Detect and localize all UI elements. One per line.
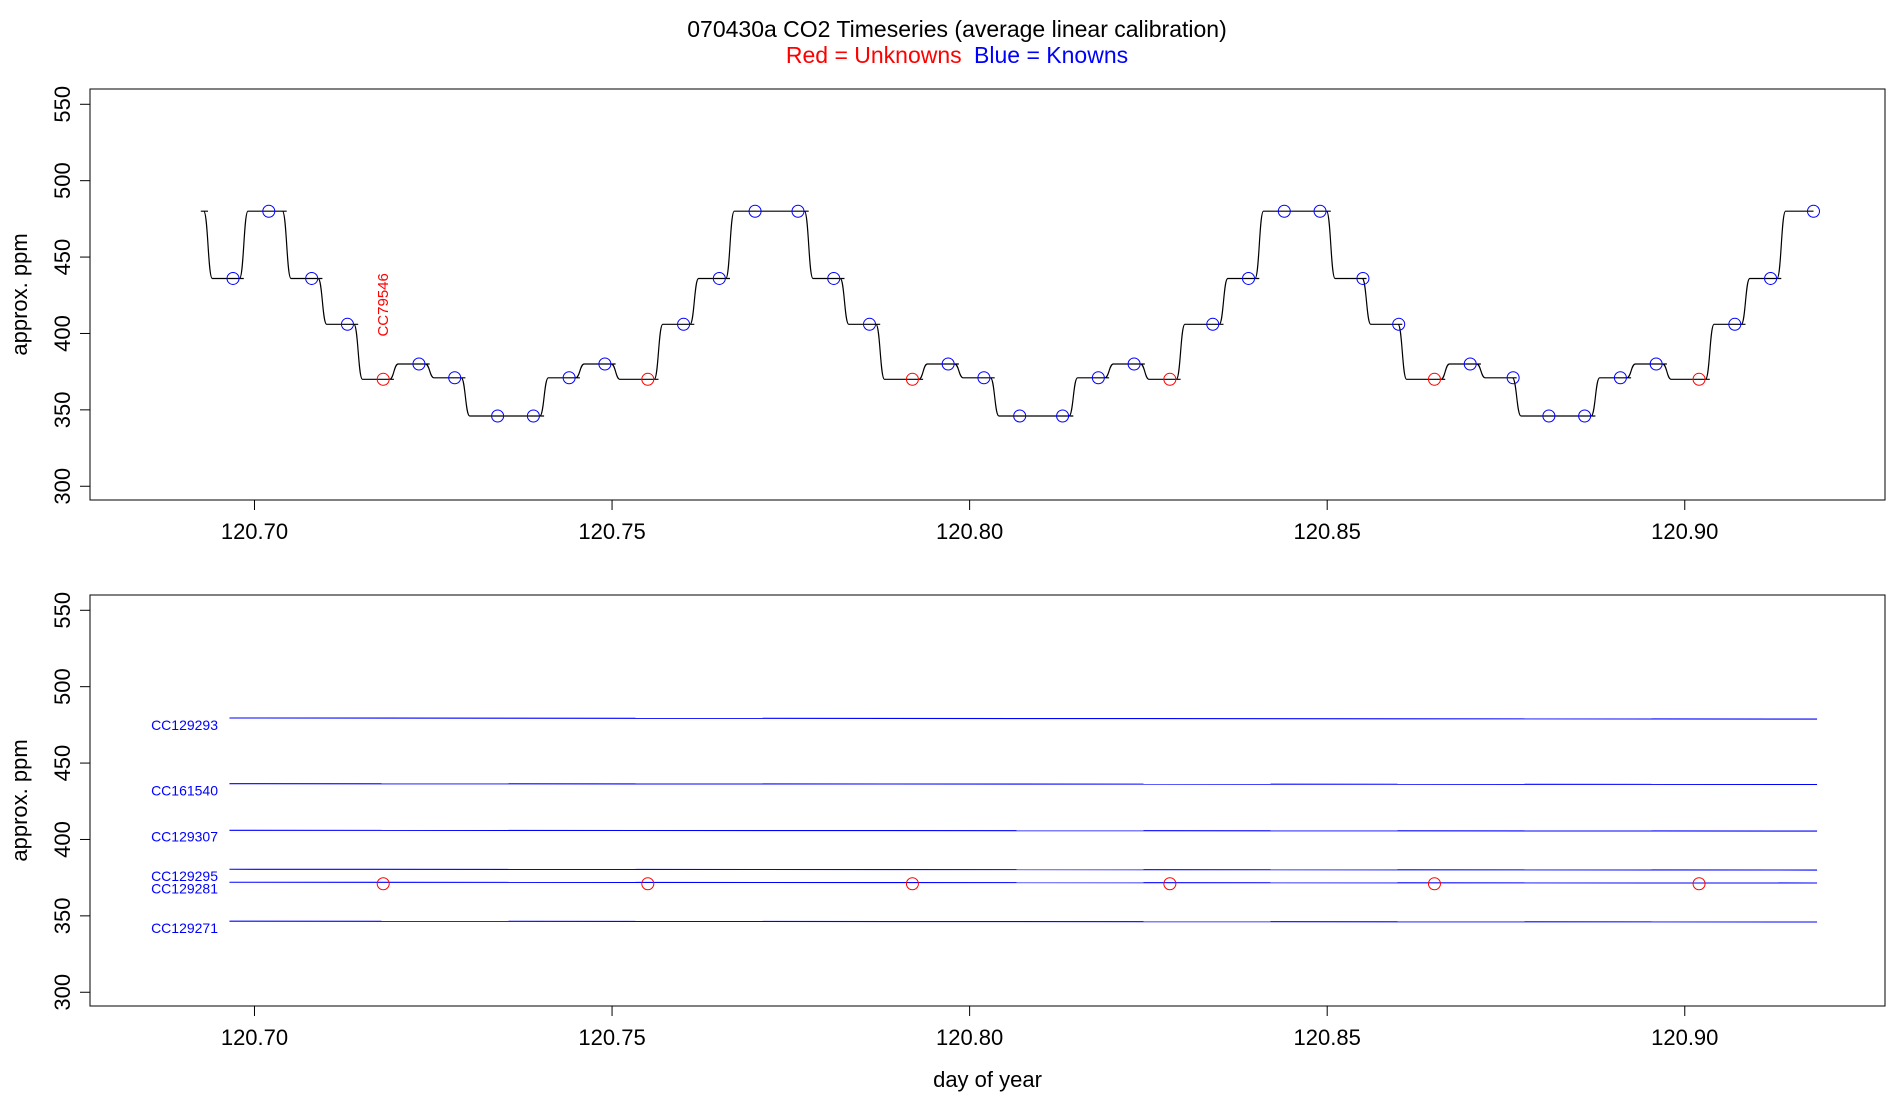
- known-point: [262, 204, 276, 218]
- standard-label-cc161540: CC161540: [151, 783, 218, 799]
- known-point: [562, 371, 576, 385]
- unknown-point: [1163, 877, 1177, 891]
- x-tick-label: 120.85: [1294, 519, 1361, 544]
- y-tick-label: 400: [50, 821, 75, 858]
- known-point: [827, 271, 841, 285]
- known-point: [1728, 317, 1742, 331]
- plot-frame: [89, 594, 1886, 1007]
- unknown-point: [1692, 877, 1706, 891]
- known-point: [598, 357, 612, 371]
- standard-label-cc129307: CC129307: [151, 828, 218, 844]
- known-point: [1356, 271, 1370, 285]
- known-point: [1806, 204, 1820, 218]
- known-point: [1091, 371, 1105, 385]
- top-timeseries-panel: 120.70 120.75 120.80 120.85 120.90 300 350 400 4…: [7, 86, 1886, 544]
- known-point: [305, 271, 319, 285]
- x-tick-label: 120.80: [936, 1025, 1003, 1050]
- known-point: [226, 271, 240, 285]
- y-tick-label: 450: [50, 239, 75, 276]
- known-point: [1578, 409, 1592, 423]
- standard-line-cc129295: [229, 868, 1818, 871]
- unknown-point: [1163, 372, 1177, 386]
- unknown-point: [641, 877, 655, 891]
- y-tick-label: 400: [50, 315, 75, 352]
- chart-title: 070430a CO2 Timeseries (average linear c…: [687, 16, 1227, 42]
- standard-line-cc129293: [229, 717, 1818, 720]
- x-tick-label: 120.70: [221, 1025, 288, 1050]
- legend-unknowns-label: Red = Unknowns: [786, 42, 962, 68]
- known-point: [1242, 271, 1256, 285]
- unknown-point: [376, 372, 390, 386]
- known-point: [1392, 317, 1406, 331]
- y-tick-label: 350: [50, 391, 75, 428]
- known-point: [412, 357, 426, 371]
- x-tick-label: 120.70: [221, 519, 288, 544]
- standard-line-cc129307: [229, 829, 1818, 832]
- standard-label-cc129271: CC129271: [151, 920, 218, 936]
- known-point: [526, 409, 540, 423]
- known-point: [1127, 357, 1141, 371]
- known-point: [448, 371, 462, 385]
- legend: Red = Unknowns Blue = Knowns: [786, 42, 1128, 68]
- standard-label-cc129295: CC129295: [151, 868, 218, 884]
- unknown-point: [641, 372, 655, 386]
- unknown-point: [905, 877, 919, 891]
- known-point: [941, 357, 955, 371]
- known-point: [491, 409, 505, 423]
- x-tick-label: 120.90: [1651, 1025, 1718, 1050]
- known-point: [1206, 317, 1220, 331]
- known-point: [1613, 371, 1627, 385]
- y-tick-label: 350: [50, 897, 75, 934]
- y-axis-label: approx. ppm: [7, 233, 32, 355]
- x-tick-label: 120.75: [578, 1025, 645, 1050]
- y-tick-label: 450: [50, 745, 75, 782]
- y-tick-label: 300: [50, 974, 75, 1011]
- x-tick-label: 120.80: [936, 519, 1003, 544]
- bottom-calibration-panel: 120.70 120.75 120.80 120.85 120.90 300 350 400 4…: [7, 592, 1886, 1092]
- known-point: [1463, 357, 1477, 371]
- y-axis-label: approx. ppm: [7, 739, 32, 861]
- y-tick-label: 500: [50, 668, 75, 705]
- co2-trace-line: [200, 210, 1814, 417]
- unknown-point: [1692, 372, 1706, 386]
- plot-frame: [89, 88, 1886, 501]
- known-point: [1277, 204, 1291, 218]
- unknown-point: [1427, 372, 1441, 386]
- standard-line-cc129271: [229, 920, 1818, 923]
- unknown-annotation-label: CC79546: [375, 273, 392, 336]
- known-point: [1313, 204, 1327, 218]
- standard-label-cc129281: CC129281: [151, 880, 218, 896]
- legend-knowns-label: Blue = Knowns: [974, 42, 1128, 68]
- standard-line-cc161540: [229, 783, 1818, 786]
- y-tick-label: 300: [50, 468, 75, 505]
- known-point: [1056, 409, 1070, 423]
- known-point: [977, 371, 991, 385]
- unknown-point: [1427, 877, 1441, 891]
- known-point: [340, 317, 354, 331]
- x-axis-label: day of year: [933, 1067, 1042, 1092]
- known-point: [1506, 371, 1520, 385]
- known-point: [1013, 409, 1027, 423]
- known-point: [791, 204, 805, 218]
- known-point: [1764, 271, 1778, 285]
- x-tick-label: 120.85: [1294, 1025, 1361, 1050]
- known-point: [677, 317, 691, 331]
- known-point: [863, 317, 877, 331]
- known-point: [1649, 357, 1663, 371]
- y-tick-label: 550: [50, 592, 75, 629]
- known-point: [712, 271, 726, 285]
- standard-line-cc129281: [229, 881, 1818, 884]
- unknown-point: [905, 372, 919, 386]
- y-tick-label: 550: [50, 86, 75, 123]
- x-tick-label: 120.90: [1651, 519, 1718, 544]
- standard-label-cc129293: CC129293: [151, 717, 218, 733]
- x-tick-label: 120.75: [578, 519, 645, 544]
- known-point: [1542, 409, 1556, 423]
- unknown-point: [376, 877, 390, 891]
- known-point: [748, 204, 762, 218]
- y-tick-label: 500: [50, 162, 75, 199]
